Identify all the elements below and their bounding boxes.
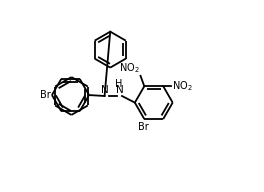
Text: N: N — [116, 85, 124, 95]
Text: NO$_2$: NO$_2$ — [172, 79, 192, 93]
Text: H: H — [115, 79, 122, 89]
Text: Br: Br — [40, 90, 50, 100]
Text: N: N — [101, 85, 109, 95]
Text: Br: Br — [138, 122, 149, 132]
Text: NO$_2$: NO$_2$ — [119, 61, 140, 75]
